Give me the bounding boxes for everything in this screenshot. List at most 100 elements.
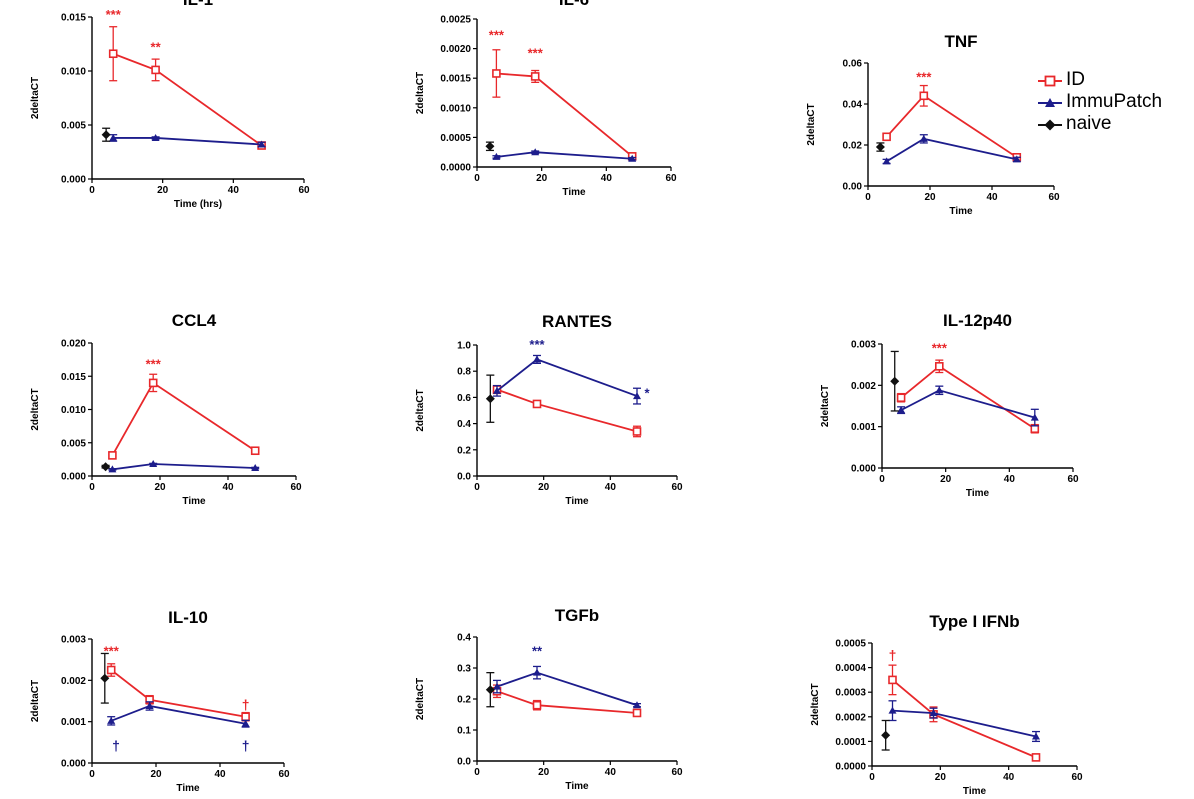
data-point-id bbox=[250, 446, 260, 456]
x-tick-label: 20 bbox=[536, 173, 548, 184]
x-tick-label: 20 bbox=[150, 769, 162, 780]
chart-title: IL-1 bbox=[183, 0, 213, 9]
data-point-naive bbox=[101, 462, 111, 472]
y-axis-label: 2deltaCT bbox=[415, 72, 426, 114]
x-tick-label: 60 bbox=[671, 767, 683, 778]
legend-label-naive: naive bbox=[1066, 113, 1112, 134]
data-point-immupatch bbox=[108, 465, 117, 473]
significance-annotation: *** bbox=[146, 356, 162, 371]
chart-panel: RANTES 0.0 0.2 0.4 0.6 0.8 1.0 0 20 40 60 Time 2delt… bbox=[415, 312, 683, 507]
y-tick-label: 0.4 bbox=[457, 633, 471, 644]
y-tick-label: 0.0015 bbox=[440, 74, 471, 85]
significance-annotation: *** bbox=[104, 644, 120, 659]
x-axis-label: Time bbox=[949, 206, 973, 217]
y-tick-label: 0.00 bbox=[843, 182, 863, 193]
x-axis-label: Time bbox=[966, 488, 990, 499]
data-point-immupatch bbox=[533, 668, 541, 676]
chart-panel: IL-10 0.000 0.001 0.002 0.003 0 20 40 60 Time 2del… bbox=[30, 608, 290, 794]
data-point-id bbox=[106, 665, 116, 675]
y-axis-label: 2deltaCT bbox=[806, 103, 817, 145]
data-point-immupatch bbox=[493, 386, 501, 394]
y-axis-label: 2deltaCT bbox=[415, 678, 426, 720]
data-point-immupatch bbox=[1032, 732, 1040, 740]
chart-panel: Type I IFNb 0.0000 0.0001 0.0002 0.0003 0.000… bbox=[810, 612, 1083, 797]
y-tick-label: 0.0010 bbox=[440, 103, 471, 114]
chart-panel: IL-12p40 0.000 0.001 0.002 0.003 0 20 40 60 Time 2… bbox=[820, 311, 1079, 499]
y-tick-label: 0.0000 bbox=[835, 762, 866, 773]
legend-label-immupatch: ImmuPatch bbox=[1066, 91, 1163, 112]
data-point-id bbox=[896, 393, 906, 403]
series-line-immupatch bbox=[892, 709, 1037, 738]
y-tick-label: 0.2 bbox=[457, 695, 471, 706]
x-tick-label: 40 bbox=[1004, 474, 1016, 485]
x-axis-label: Time (hrs) bbox=[174, 199, 222, 210]
series-line-immupatch bbox=[496, 358, 638, 397]
data-point-id bbox=[632, 708, 642, 718]
y-axis-label: 2deltaCT bbox=[810, 683, 821, 725]
data-point-immupatch bbox=[493, 682, 501, 690]
y-tick-label: 0.003 bbox=[61, 635, 86, 646]
x-tick-label: 60 bbox=[1048, 192, 1060, 203]
y-tick-label: 0.002 bbox=[851, 381, 876, 392]
x-tick-label: 0 bbox=[865, 192, 871, 203]
x-tick-label: 40 bbox=[605, 767, 617, 778]
data-point-immupatch bbox=[1030, 413, 1039, 421]
series-line-id bbox=[496, 690, 638, 714]
data-point-id bbox=[919, 91, 929, 101]
y-tick-label: 1.0 bbox=[457, 341, 471, 352]
chart-panel: CCL4 0.000 0.005 0.010 0.015 0.020 0 20 40 60 Time… bbox=[30, 311, 302, 507]
y-tick-label: 0.000 bbox=[61, 759, 86, 770]
y-tick-label: 0.04 bbox=[843, 100, 863, 111]
x-tick-label: 40 bbox=[1003, 772, 1015, 783]
series-line-id bbox=[112, 52, 263, 147]
x-tick-label: 20 bbox=[538, 767, 550, 778]
chart-title: Type I IFNb bbox=[929, 612, 1019, 631]
legend: ID ImmuPatch naive bbox=[1036, 69, 1186, 138]
x-tick-label: 0 bbox=[474, 482, 480, 493]
y-tick-label: 0.3 bbox=[457, 664, 471, 675]
y-tick-label: 0.000 bbox=[61, 175, 86, 186]
data-point-immupatch bbox=[888, 706, 897, 714]
series-line-id bbox=[496, 72, 633, 158]
triangle-marker-icon bbox=[1038, 98, 1062, 107]
data-point-immupatch bbox=[492, 152, 501, 160]
series-line-id bbox=[110, 669, 246, 718]
data-point-immupatch bbox=[251, 464, 260, 472]
y-tick-label: 0.015 bbox=[61, 372, 86, 383]
y-tick-label: 0.0002 bbox=[835, 712, 866, 723]
y-tick-label: 0.0020 bbox=[440, 44, 471, 55]
y-tick-label: 0.000 bbox=[61, 472, 86, 483]
x-axis-label: Time bbox=[176, 783, 200, 794]
data-point-immupatch bbox=[929, 709, 938, 717]
data-point-immupatch bbox=[107, 716, 116, 724]
x-tick-label: 60 bbox=[278, 769, 290, 780]
y-tick-label: 0.6 bbox=[457, 393, 471, 404]
open-square-marker-icon bbox=[1038, 75, 1062, 87]
x-axis-label: Time bbox=[565, 781, 589, 792]
data-point-immupatch bbox=[531, 148, 540, 156]
y-axis-label: 2deltaCT bbox=[30, 680, 41, 722]
x-tick-label: 0 bbox=[89, 769, 95, 780]
y-axis-label: 2deltaCT bbox=[415, 389, 426, 431]
y-tick-label: 0.020 bbox=[61, 339, 86, 350]
x-tick-label: 0 bbox=[89, 482, 95, 493]
x-tick-label: 60 bbox=[1067, 474, 1079, 485]
series-line-id bbox=[885, 94, 1018, 159]
x-tick-label: 0 bbox=[474, 767, 480, 778]
x-tick-label: 20 bbox=[924, 192, 936, 203]
chart-title: RANTES bbox=[542, 312, 612, 331]
data-point-immupatch bbox=[145, 701, 154, 709]
significance-annotation: *** bbox=[932, 340, 948, 355]
data-point-id bbox=[888, 675, 897, 685]
chart-title: CCL4 bbox=[172, 311, 217, 330]
y-tick-label: 0.0000 bbox=[440, 163, 471, 174]
legend-item-immupatch: ImmuPatch bbox=[1036, 91, 1186, 114]
data-point-id bbox=[632, 427, 642, 436]
chart-title: TGFb bbox=[555, 606, 599, 625]
series-line-immupatch bbox=[112, 463, 256, 471]
y-tick-label: 0.4 bbox=[457, 419, 471, 430]
y-tick-label: 0.02 bbox=[843, 141, 863, 152]
series-line-immupatch bbox=[496, 151, 633, 160]
x-tick-label: 60 bbox=[298, 185, 310, 196]
y-tick-label: 0.001 bbox=[851, 422, 876, 433]
